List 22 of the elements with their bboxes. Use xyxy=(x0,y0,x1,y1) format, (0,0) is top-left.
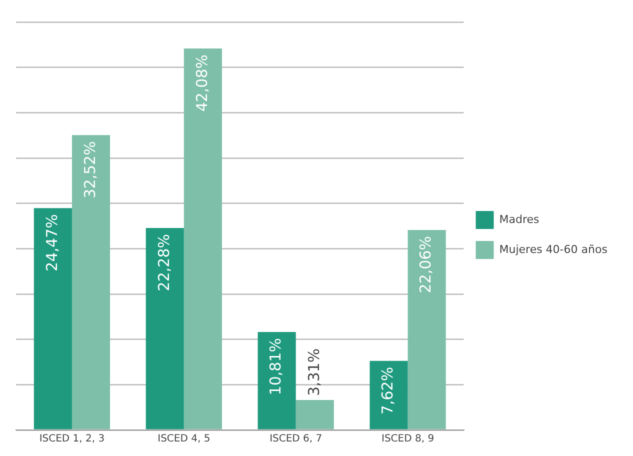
bar xyxy=(72,135,110,430)
x-tick-label: ISCED 8, 9 xyxy=(382,434,434,445)
legend-label: Madres xyxy=(499,212,540,226)
bar xyxy=(296,400,334,430)
bar xyxy=(258,332,296,430)
data-label: 24,47% xyxy=(42,214,61,272)
bar xyxy=(34,208,72,430)
bar xyxy=(408,230,446,430)
data-label: 42,08% xyxy=(192,54,211,112)
legend-label: Mujeres 40-60 años xyxy=(499,242,608,256)
data-label: 3,31% xyxy=(304,348,323,396)
data-label: 7,62% xyxy=(378,366,397,415)
data-label: 22,06% xyxy=(416,236,435,294)
x-tick-label: ISCED 6, 7 xyxy=(270,434,322,445)
data-label: 22,28% xyxy=(154,234,173,292)
x-tick-label: ISCED 4, 5 xyxy=(158,434,210,445)
bar xyxy=(184,48,222,430)
bar xyxy=(370,360,408,430)
data-label: 10,81% xyxy=(266,338,285,396)
bar xyxy=(146,228,184,430)
x-tick-label: ISCED 1, 2, 3 xyxy=(39,434,105,445)
data-label: 32,52% xyxy=(80,141,99,198)
